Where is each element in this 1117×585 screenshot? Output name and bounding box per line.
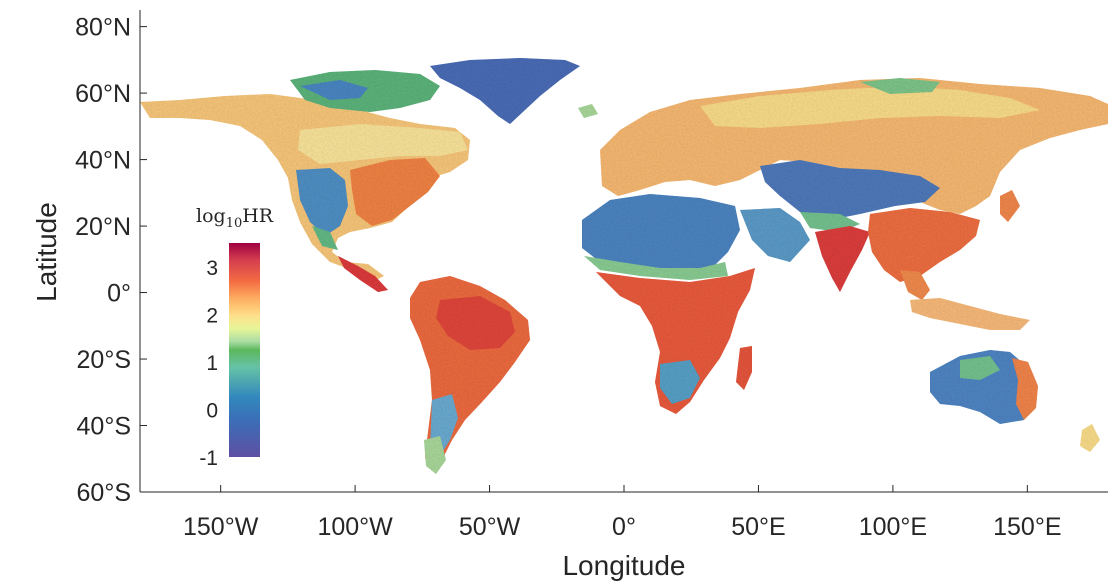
colorbar-tick-label: 3: [206, 257, 218, 280]
y-tick-label-0: 0°: [107, 280, 131, 308]
colorbar-ticks: 3 2 1 0 -1: [199, 257, 218, 470]
x-axis-ticks: 150°W 100°W 50°W 0° 50°E 100°E 150°E: [183, 485, 1062, 541]
x-tick-label-100w: 100°W: [317, 513, 393, 541]
y-axis-title: Latitude: [31, 202, 62, 302]
x-tick-label-0: 0°: [612, 513, 636, 541]
colorbar-title-rest: HR: [242, 205, 274, 227]
colorbar-tick-label: 1: [206, 352, 218, 375]
y-tick-label-80n: 80°N: [75, 14, 131, 42]
x-tick-label-50e: 50°E: [731, 513, 785, 541]
y-tick-label-40s: 40°S: [77, 413, 131, 441]
colorbar-title-subscript: 10: [226, 216, 243, 231]
y-axis-ticks: 80°N 60°N 40°N 20°N 0° 20°S 40°S 60°S: [75, 14, 147, 507]
y-tick-label-60s: 60°S: [77, 479, 131, 507]
colorbar-tick-label: 0: [206, 399, 218, 422]
colorbar-bar: [229, 243, 260, 457]
y-tick-label-40n: 40°N: [75, 147, 131, 175]
colorbar-title: log10HR: [196, 205, 274, 231]
x-tick-label-100e: 100°E: [859, 513, 927, 541]
colorbar-tick-label: 2: [206, 304, 218, 327]
x-tick-label-150e: 150°E: [993, 513, 1061, 541]
x-axis-title: Longitude: [562, 550, 685, 581]
colorbar-tick-label: -1: [199, 447, 218, 470]
x-tick-label-50w: 50°W: [459, 513, 521, 541]
y-tick-label-20n: 20°N: [75, 213, 131, 241]
y-tick-label-60n: 60°N: [75, 80, 131, 108]
x-tick-label-150w: 150°W: [183, 513, 259, 541]
colorbar-title-base: log: [196, 205, 226, 227]
y-tick-label-20s: 20°S: [77, 346, 131, 374]
